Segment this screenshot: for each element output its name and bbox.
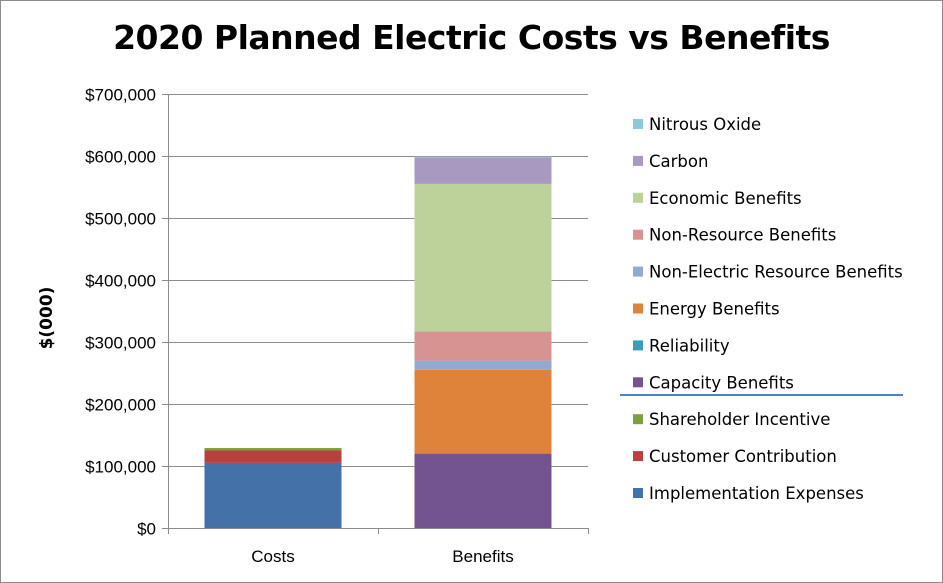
y-tick-label: $300,000 xyxy=(85,334,156,353)
bar-carbon xyxy=(414,157,552,184)
bars xyxy=(204,156,552,528)
chart-title: 2020 Planned Electric Costs vs Benefits xyxy=(113,18,830,57)
legend-swatch xyxy=(633,192,643,203)
legend-swatch xyxy=(633,488,643,498)
y-tick-label: $400,000 xyxy=(85,272,156,291)
y-tick-label: $200,000 xyxy=(85,396,156,415)
y-axis-ticks: $0 $100,000 $200,000 $300,000 $400,000 $500,0… xyxy=(85,86,156,539)
legend-label: Reliability xyxy=(649,336,730,355)
legend-swatch xyxy=(633,340,643,351)
y-tick-label: $100,000 xyxy=(85,458,156,477)
bar-implementation-expenses xyxy=(204,462,342,528)
x-axis-ticks: Costs Benefits xyxy=(251,547,513,566)
legend-label: Carbon xyxy=(649,152,708,171)
bar-economic-benefits xyxy=(414,183,552,332)
x-tick-label: Costs xyxy=(251,547,294,566)
bar-non-electric-resource-benefits xyxy=(414,360,552,370)
bar-customer-contribution xyxy=(204,450,342,463)
y-axis-label: $(000) xyxy=(37,287,57,350)
legend: Nitrous Oxide Carbon Economic Benefits Non-… xyxy=(633,115,903,503)
legend-swatch xyxy=(633,229,643,240)
bar-non-resource-benefits xyxy=(414,331,552,361)
legend-label: Shareholder Incentive xyxy=(649,410,830,429)
legend-swatch xyxy=(633,119,643,129)
bar-capacity-benefits xyxy=(414,453,552,528)
legend-swatch xyxy=(633,266,643,277)
legend-label: Economic Benefits xyxy=(649,189,802,208)
axes xyxy=(168,94,589,534)
bar-shareholder-incentive xyxy=(204,448,342,451)
bar-nitrous-oxide xyxy=(414,156,552,158)
y-tick-label: $0 xyxy=(137,520,156,539)
legend-label: Capacity Benefits xyxy=(649,373,794,392)
legend-label: Non-Resource Benefits xyxy=(649,226,836,245)
x-tick-label: Benefits xyxy=(452,547,513,566)
legend-label: Nitrous Oxide xyxy=(649,115,761,134)
legend-swatch xyxy=(633,377,643,388)
y-tick-label: $600,000 xyxy=(85,148,156,167)
legend-swatch xyxy=(633,414,643,425)
y-tick-label: $500,000 xyxy=(85,210,156,229)
legend-swatch xyxy=(633,451,643,462)
legend-label: Energy Benefits xyxy=(649,300,780,319)
legend-label: Customer Contribution xyxy=(649,447,837,466)
legend-label: Implementation Expenses xyxy=(649,484,864,503)
legend-swatch xyxy=(633,155,643,166)
legend-label: Non-Electric Resource Benefits xyxy=(649,263,903,282)
bar-energy-benefits xyxy=(414,369,552,454)
legend-swatch xyxy=(633,303,643,314)
y-tick-label: $700,000 xyxy=(85,86,156,105)
